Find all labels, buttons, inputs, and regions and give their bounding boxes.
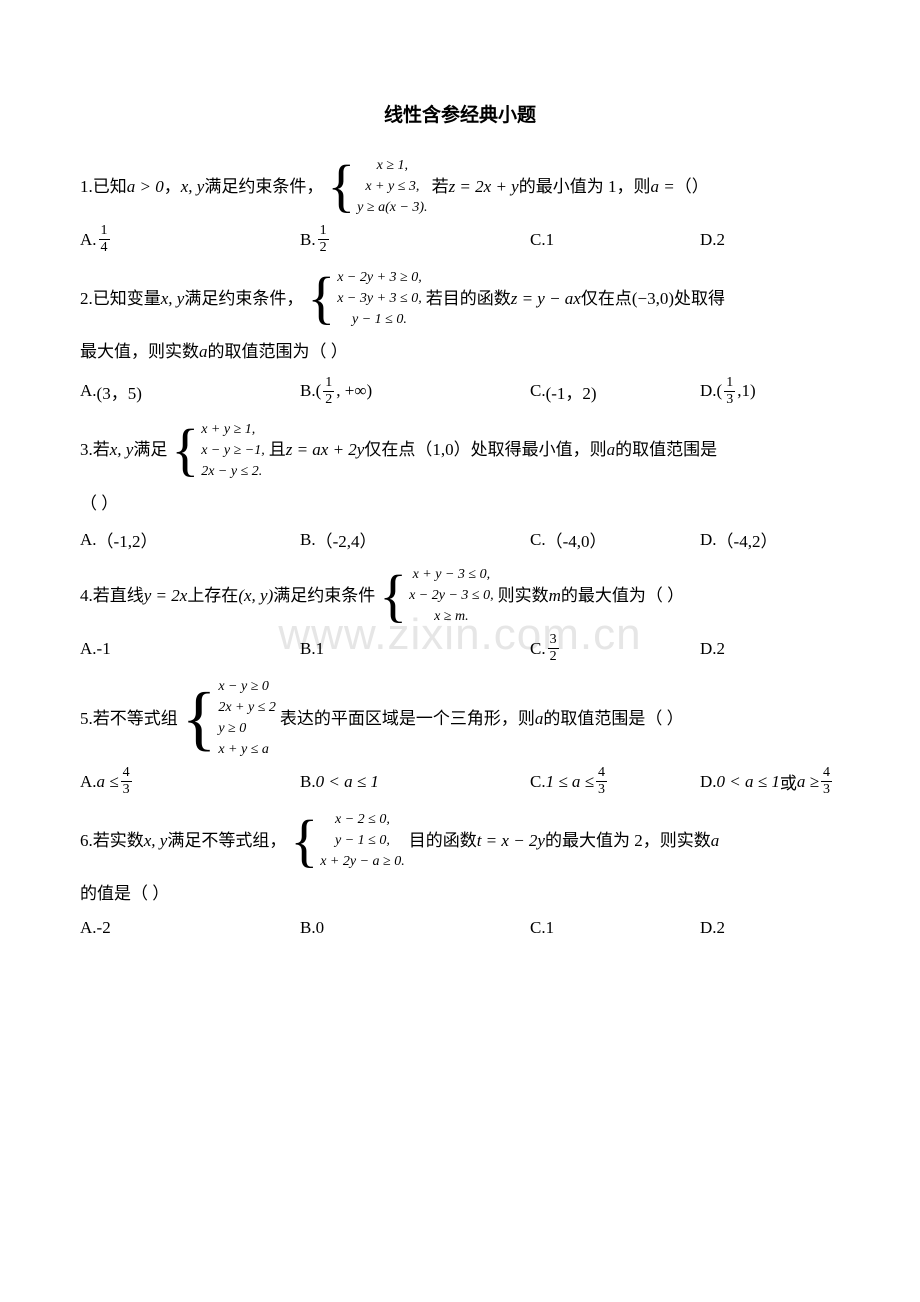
p2-pt: (−3,0) [632,281,674,317]
p1-num: 1. [80,169,93,205]
p2-optC: C.(-1，2) [530,376,700,407]
p1-options: A. 14 B. 12 C.1 D.2 [80,224,840,255]
p5-options: A. a ≤ 43 B. 0 < a ≤ 1 C. 1 ≤ a ≤ 43 D. … [80,766,840,797]
p3-xy: x, y [110,432,134,468]
p2-mid2: 满足约束条件， [184,281,303,317]
p3-num: 3. [80,432,93,468]
p2-post1: 若目的函数 [426,281,511,317]
p5-optD: D. 0 < a ≤ 1 或 a ≥ 43 [700,766,840,797]
p6-mid2: 满足不等式组， [167,823,286,859]
p1-brace: { x ≥ 1, x + y ≤ 3, y ≥ a(x − 3). [327,155,427,218]
p1-optA: A. 14 [80,224,300,255]
p3-pre: 若 [93,432,110,468]
p6-brace: { x − 2 ≤ 0, y − 1 ≤ 0, x + 2y − a ≥ 0. [290,809,404,872]
p3-optC: C. （-4,0） [530,527,700,552]
p5-post2: 的取值范围是（ ） [543,701,683,737]
p6-post2: 的最大值为 2，则实数 [545,823,711,859]
p4-pre: 若直线 [93,578,144,614]
p1-optC: C.1 [530,224,700,255]
p6-optA: A.-2 [80,918,300,938]
problem-4: 4. 若直线 y = 2x 上存在 (x, y) 满足约束条件 { x + y … [80,564,840,627]
p1-paren: （） [675,169,709,205]
p5-avar: a [535,701,544,737]
p4-brace: { x + y − 3 ≤ 0, x − 2y − 3 ≤ 0, x ≥ m. [379,564,493,627]
p5-optC: C. 1 ≤ a ≤ 43 [530,766,700,797]
p6-z: t = x − 2y [477,823,545,859]
p1-aeq: a = [650,169,674,205]
p2-optA: A. (3，5) [80,376,300,407]
p2-avar: a [199,334,208,370]
p1-mid2: 满足约束条件， [204,169,323,205]
p6-post1: 目的函数 [409,823,477,859]
p2-line2: 最大值，则实数 [80,334,199,370]
p1-optD: D.2 [700,224,840,255]
p4-xy: (x, y) [238,578,273,614]
p4-post2: 的最大值为（ ） [561,578,684,614]
p3-post1: 且 [269,432,286,468]
p6-xy: x, y [144,823,168,859]
p3-optD: D. （-4,2） [700,527,840,552]
p6-pre: 若实数 [93,823,144,859]
p6-optD: D.2 [700,918,840,938]
p2-options: A. (3，5) B. ( 12 , +∞) C.(-1，2) D. ( 13 … [80,376,840,407]
p3-post3: 的取值范围是 [615,432,717,468]
p4-options: A.-1 B.1 C. 32 D.2 [80,633,840,664]
p5-optA: A. a ≤ 43 [80,766,300,797]
p2-post2: 仅在点 [581,281,632,317]
p4-mid2: 满足约束条件 [273,578,375,614]
p1-post1: 若 [432,169,449,205]
p6-num: 6. [80,823,93,859]
p5-optB: B. 0 < a ≤ 1 [300,766,530,797]
p4-mvar: m [549,578,561,614]
p6-optB: B.0 [300,918,530,938]
p1-z: z = 2x + y [449,169,519,205]
p4-mid1: 上存在 [187,578,238,614]
p1-xy: x, y [181,169,205,205]
p6-optC: C.1 [530,918,700,938]
p5-num: 5. [80,701,93,737]
p6-avar: a [711,823,720,859]
problem-1: 1. 已知 a > 0 ， x, y 满足约束条件， { x ≥ 1, x + … [80,155,840,218]
p2-xy: x, y [161,281,185,317]
p2-post3: 处取得 [674,281,725,317]
p2-num: 2. [80,281,93,317]
p2-z: z = y − ax [511,281,581,317]
p4-optB: B.1 [300,633,530,664]
p6-options: A.-2 B.0 C.1 D.2 [80,918,840,938]
p5-brace: { x − y ≥ 0 2x + y ≤ 2 y ≥ 0 x + y ≤ a [182,676,276,760]
problem-5: 5. 若不等式组 { x − y ≥ 0 2x + y ≤ 2 y ≥ 0 x … [80,676,840,760]
p5-pre: 若不等式组 [93,701,178,737]
p2-optD: D. ( 13 ,1) [700,376,840,407]
p1-pre: 已知 [93,169,127,205]
p3-brace: { x + y ≥ 1, x − y ≥ −1, 2x − y ≤ 2. [171,419,264,482]
p3-optB: B. （-2,4） [300,527,530,552]
p3-avar: a [607,432,616,468]
p2-line2b: 的取值范围为（ ） [208,334,348,370]
p2-pre: 已知变量 [93,281,161,317]
problem-3: 3. 若 x, y 满足 { x + y ≥ 1, x − y ≥ −1, 2x… [80,419,840,522]
p3-optA: A. （-1,2） [80,527,300,552]
p4-num: 4. [80,578,93,614]
p4-optD: D.2 [700,633,840,664]
p4-optC: C. 32 [530,633,700,664]
p1-conda: a > 0 [127,169,164,205]
p4-post1: 则实数 [498,578,549,614]
p5-post1: 表达的平面区域是一个三角形，则 [280,701,535,737]
p6-line2: 的值是（ ） [80,876,169,912]
p3-mid2: 满足 [133,432,167,468]
p1-mid1: ， [164,169,181,205]
p3-line2: （ ） [80,486,118,522]
p4-optA: A.-1 [80,633,300,664]
p4-line: y = 2x [144,578,188,614]
p2-optB: B. ( 12 , +∞) [300,376,530,407]
p1-post2: 的最小值为 1，则 [519,169,651,205]
problem-6: 6. 若实数 x, y 满足不等式组， { x − 2 ≤ 0, y − 1 ≤… [80,809,840,912]
p3-options: A. （-1,2） B. （-2,4） C. （-4,0） D. （-4,2） [80,527,840,552]
p3-post2: 仅在点（1,0）处取得最小值，则 [364,432,606,468]
p2-brace: { x − 2y + 3 ≥ 0, x − 3y + 3 ≤ 0, y − 1 … [307,267,421,330]
p1-optB: B. 12 [300,224,530,255]
problem-2: 2. 已知变量 x, y 满足约束条件， { x − 2y + 3 ≥ 0, x… [80,267,840,370]
p3-z: z = ax + 2y [286,432,365,468]
page-title: 线性含参经典小题 [80,100,840,127]
